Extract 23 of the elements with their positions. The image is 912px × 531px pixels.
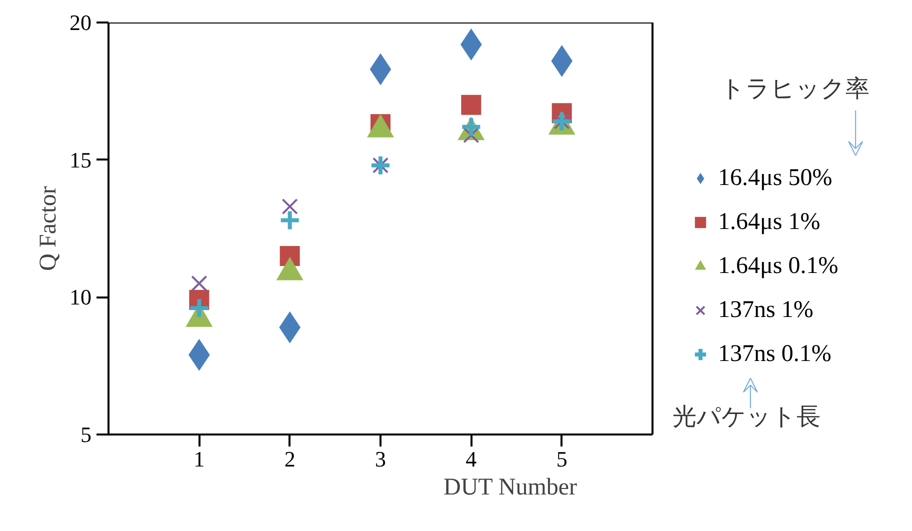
point <box>188 297 210 320</box>
point <box>278 209 301 232</box>
legend-label: 1.64μs 1% <box>718 208 820 236</box>
y-tick-label: 15 <box>70 147 92 172</box>
x-axis-title: DUT Number <box>444 474 578 500</box>
x-tick-label: 2 <box>284 446 296 472</box>
point <box>191 275 208 292</box>
text: トラヒック率 <box>720 74 870 102</box>
legend-label: 1.64μs 0.1% <box>718 252 838 280</box>
y-axis-title: Q Factor <box>36 186 62 271</box>
point <box>282 198 298 215</box>
x-tick-label: 5 <box>556 446 568 472</box>
legend-label: 137ns 0.1% <box>718 340 832 368</box>
x-tick-label: 4 <box>466 446 477 472</box>
y-tick-label: 10 <box>70 284 92 310</box>
x-tick-label: 3 <box>375 446 386 472</box>
point <box>461 94 482 115</box>
legend-label: 16.4μs 50% <box>718 164 832 192</box>
text: 光パケット長 <box>672 402 820 430</box>
x-tick-label: 1 <box>194 446 205 472</box>
y-tick-label: 20 <box>70 10 92 35</box>
y-tick-label: 5 <box>80 422 92 447</box>
legend-label: 137ns 1% <box>718 296 814 324</box>
